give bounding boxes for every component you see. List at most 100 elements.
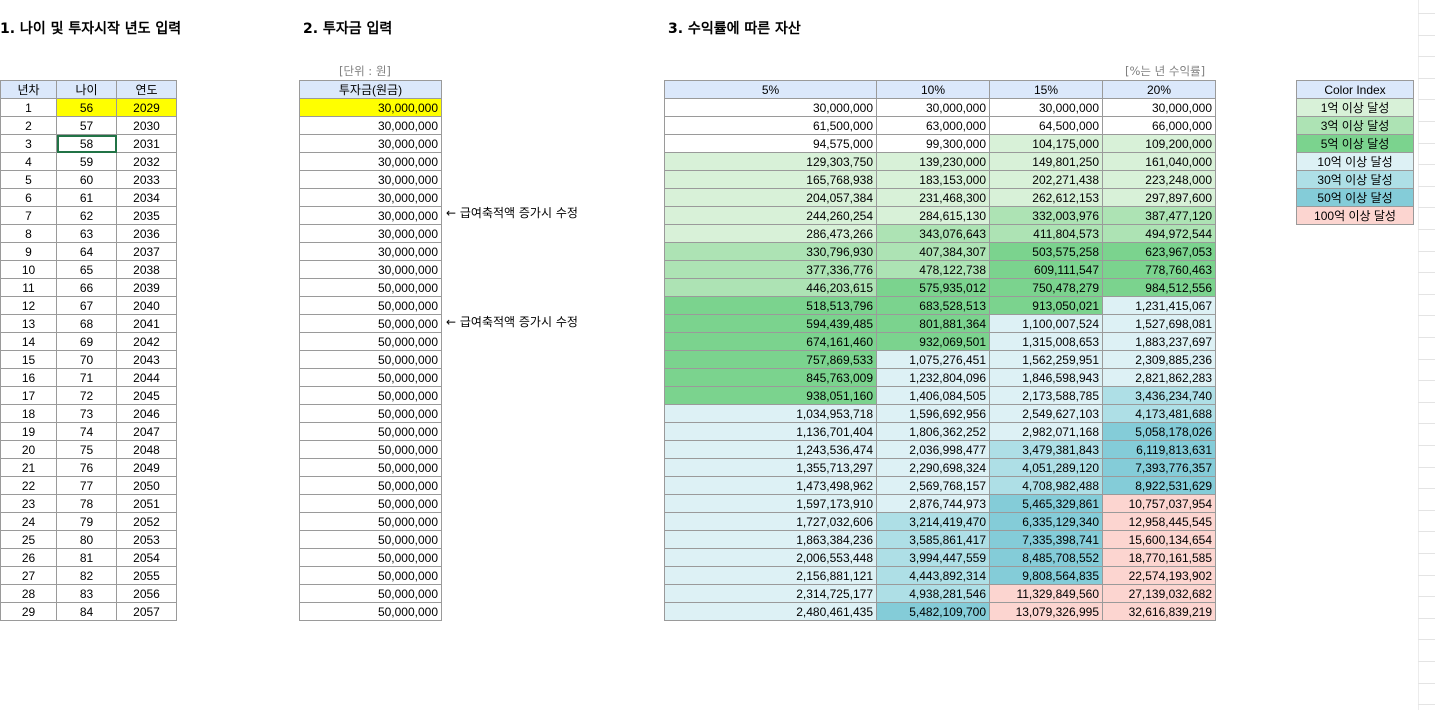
age-cell[interactable]: 69 <box>56 332 117 351</box>
principal-cell[interactable]: 30,000,000 <box>299 206 442 225</box>
asset-20pct-cell[interactable]: 27,139,032,682 <box>1102 584 1216 603</box>
asset-10pct-cell[interactable]: 284,615,130 <box>876 206 990 225</box>
calendar-year-cell[interactable]: 2046 <box>116 404 177 423</box>
asset-10pct-cell[interactable]: 1,232,804,096 <box>876 368 990 387</box>
asset-20pct-cell[interactable]: 12,958,445,545 <box>1102 512 1216 531</box>
calendar-year-cell[interactable]: 2056 <box>116 584 177 603</box>
year-count-cell[interactable]: 24 <box>0 512 57 531</box>
principal-cell[interactable]: 50,000,000 <box>299 314 442 333</box>
asset-10pct-cell[interactable]: 4,938,281,546 <box>876 584 990 603</box>
asset-15pct-cell[interactable]: 1,562,259,951 <box>989 350 1103 369</box>
year-count-cell[interactable]: 17 <box>0 386 57 405</box>
asset-5pct-cell[interactable]: 61,500,000 <box>664 116 877 135</box>
asset-20pct-cell[interactable]: 8,922,531,629 <box>1102 476 1216 495</box>
calendar-year-cell[interactable]: 2038 <box>116 260 177 279</box>
asset-15pct-cell[interactable]: 2,549,627,103 <box>989 404 1103 423</box>
asset-10pct-cell[interactable]: 4,443,892,314 <box>876 566 990 585</box>
year-count-cell[interactable]: 6 <box>0 188 57 207</box>
year-count-cell[interactable]: 27 <box>0 566 57 585</box>
age-cell[interactable]: 65 <box>56 260 117 279</box>
year-count-cell[interactable]: 14 <box>0 332 57 351</box>
asset-5pct-cell[interactable]: 674,161,460 <box>664 332 877 351</box>
asset-15pct-cell[interactable]: 1,846,598,943 <box>989 368 1103 387</box>
year-count-cell[interactable]: 12 <box>0 296 57 315</box>
principal-cell[interactable]: 50,000,000 <box>299 566 442 585</box>
principal-cell[interactable]: 50,000,000 <box>299 548 442 567</box>
calendar-year-cell[interactable]: 2029 <box>116 98 177 117</box>
principal-cell[interactable]: 50,000,000 <box>299 440 442 459</box>
asset-20pct-cell[interactable]: 15,600,134,654 <box>1102 530 1216 549</box>
header-calendar-year[interactable]: 연도 <box>116 80 177 99</box>
color-index-item[interactable]: 5억 이상 달성 <box>1296 134 1414 153</box>
asset-5pct-cell[interactable]: 2,006,553,448 <box>664 548 877 567</box>
asset-5pct-cell[interactable]: 1,863,384,236 <box>664 530 877 549</box>
age-cell[interactable]: 84 <box>56 602 117 621</box>
asset-5pct-cell[interactable]: 1,355,713,297 <box>664 458 877 477</box>
color-index-header[interactable]: Color Index <box>1296 80 1414 99</box>
year-count-cell[interactable]: 9 <box>0 242 57 261</box>
calendar-year-cell[interactable]: 2057 <box>116 602 177 621</box>
asset-15pct-cell[interactable]: 64,500,000 <box>989 116 1103 135</box>
asset-15pct-cell[interactable]: 1,315,008,653 <box>989 332 1103 351</box>
asset-20pct-cell[interactable]: 778,760,463 <box>1102 260 1216 279</box>
age-cell[interactable]: 70 <box>56 350 117 369</box>
principal-cell[interactable]: 50,000,000 <box>299 602 442 621</box>
age-cell[interactable]: 64 <box>56 242 117 261</box>
age-cell[interactable]: 73 <box>56 404 117 423</box>
year-count-cell[interactable]: 2 <box>0 116 57 135</box>
asset-5pct-cell[interactable]: 518,513,796 <box>664 296 877 315</box>
principal-cell[interactable]: 30,000,000 <box>299 170 442 189</box>
asset-20pct-cell[interactable]: 10,757,037,954 <box>1102 494 1216 513</box>
principal-cell[interactable]: 30,000,000 <box>299 188 442 207</box>
asset-10pct-cell[interactable]: 231,468,300 <box>876 188 990 207</box>
asset-10pct-cell[interactable]: 1,075,276,451 <box>876 350 990 369</box>
asset-5pct-cell[interactable]: 938,051,160 <box>664 386 877 405</box>
principal-cell[interactable]: 50,000,000 <box>299 458 442 477</box>
age-cell[interactable]: 79 <box>56 512 117 531</box>
asset-5pct-cell[interactable]: 594,439,485 <box>664 314 877 333</box>
principal-cell[interactable]: 30,000,000 <box>299 152 442 171</box>
asset-15pct-cell[interactable]: 104,175,000 <box>989 134 1103 153</box>
calendar-year-cell[interactable]: 2037 <box>116 242 177 261</box>
calendar-year-cell[interactable]: 2055 <box>116 566 177 585</box>
principal-cell[interactable]: 50,000,000 <box>299 350 442 369</box>
year-count-cell[interactable]: 4 <box>0 152 57 171</box>
asset-5pct-cell[interactable]: 129,303,750 <box>664 152 877 171</box>
calendar-year-cell[interactable]: 2034 <box>116 188 177 207</box>
asset-5pct-cell[interactable]: 1,034,953,718 <box>664 404 877 423</box>
asset-20pct-cell[interactable]: 18,770,161,585 <box>1102 548 1216 567</box>
year-count-cell[interactable]: 3 <box>0 134 57 153</box>
asset-15pct-cell[interactable]: 1,100,007,524 <box>989 314 1103 333</box>
asset-15pct-cell[interactable]: 609,111,547 <box>989 260 1103 279</box>
calendar-year-cell[interactable]: 2041 <box>116 314 177 333</box>
asset-20pct-cell[interactable]: 109,200,000 <box>1102 134 1216 153</box>
asset-15pct-cell[interactable]: 11,329,849,560 <box>989 584 1103 603</box>
asset-20pct-cell[interactable]: 22,574,193,902 <box>1102 566 1216 585</box>
age-cell[interactable]: 67 <box>56 296 117 315</box>
age-cell[interactable]: 74 <box>56 422 117 441</box>
asset-10pct-cell[interactable]: 3,214,419,470 <box>876 512 990 531</box>
year-count-cell[interactable]: 7 <box>0 206 57 225</box>
age-cell[interactable]: 59 <box>56 152 117 171</box>
age-cell[interactable]: 62 <box>56 206 117 225</box>
asset-20pct-cell[interactable]: 1,883,237,697 <box>1102 332 1216 351</box>
asset-20pct-cell[interactable]: 30,000,000 <box>1102 98 1216 117</box>
principal-cell[interactable]: 50,000,000 <box>299 584 442 603</box>
year-count-cell[interactable]: 19 <box>0 422 57 441</box>
asset-15pct-cell[interactable]: 7,335,398,741 <box>989 530 1103 549</box>
asset-15pct-cell[interactable]: 149,801,250 <box>989 152 1103 171</box>
header-age[interactable]: 나이 <box>56 80 117 99</box>
asset-10pct-cell[interactable]: 139,230,000 <box>876 152 990 171</box>
asset-15pct-cell[interactable]: 4,708,982,488 <box>989 476 1103 495</box>
asset-15pct-cell[interactable]: 503,575,258 <box>989 242 1103 261</box>
asset-10pct-cell[interactable]: 1,596,692,956 <box>876 404 990 423</box>
asset-10pct-cell[interactable]: 343,076,643 <box>876 224 990 243</box>
asset-10pct-cell[interactable]: 2,876,744,973 <box>876 494 990 513</box>
age-cell[interactable]: 75 <box>56 440 117 459</box>
asset-15pct-cell[interactable]: 13,079,326,995 <box>989 602 1103 621</box>
age-cell[interactable]: 80 <box>56 530 117 549</box>
asset-10pct-cell[interactable]: 2,036,998,477 <box>876 440 990 459</box>
asset-5pct-cell[interactable]: 1,597,173,910 <box>664 494 877 513</box>
asset-5pct-cell[interactable]: 286,473,266 <box>664 224 877 243</box>
asset-10pct-cell[interactable]: 183,153,000 <box>876 170 990 189</box>
